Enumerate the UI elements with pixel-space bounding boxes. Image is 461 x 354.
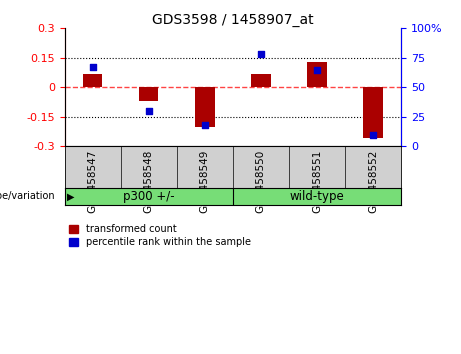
Point — [201, 122, 208, 128]
Bar — [139, 87, 159, 101]
Text: GSM458552: GSM458552 — [368, 150, 378, 213]
Text: ▶: ▶ — [67, 192, 74, 201]
Text: GSM458547: GSM458547 — [88, 150, 98, 213]
Legend: transformed count, percentile rank within the sample: transformed count, percentile rank withi… — [70, 224, 251, 247]
Text: wild-type: wild-type — [290, 190, 344, 203]
Text: GSM458550: GSM458550 — [256, 150, 266, 213]
Title: GDS3598 / 1458907_at: GDS3598 / 1458907_at — [152, 13, 313, 27]
Point — [369, 132, 377, 137]
Text: genotype/variation: genotype/variation — [0, 192, 55, 201]
Point — [313, 67, 321, 73]
Point — [145, 108, 152, 114]
Text: GSM458548: GSM458548 — [144, 150, 154, 213]
Point — [89, 64, 96, 70]
Point — [257, 51, 265, 57]
Bar — [83, 74, 102, 87]
Bar — [307, 62, 327, 87]
Bar — [363, 87, 383, 138]
Bar — [251, 74, 271, 87]
Bar — [195, 87, 214, 127]
Text: p300 +/-: p300 +/- — [123, 190, 174, 203]
Text: GSM458551: GSM458551 — [312, 150, 322, 213]
Text: GSM458549: GSM458549 — [200, 150, 210, 213]
